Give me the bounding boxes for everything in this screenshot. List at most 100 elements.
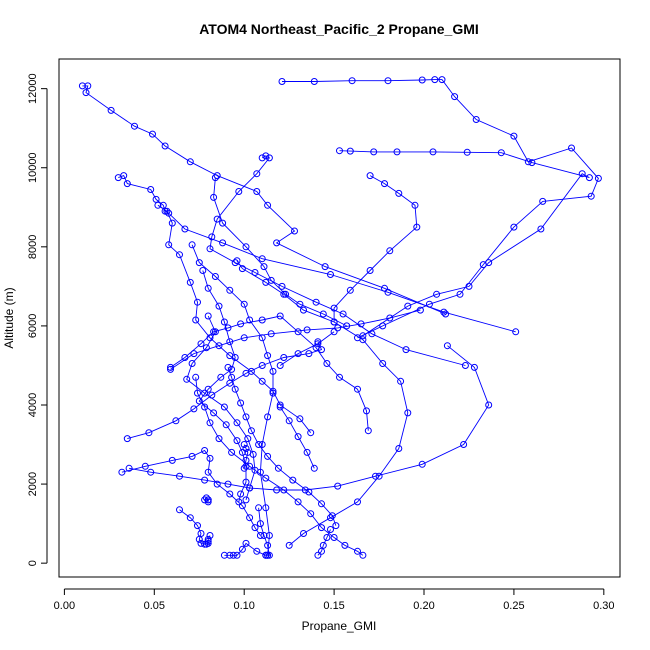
- data-point: [210, 328, 218, 336]
- data-point: [334, 324, 342, 332]
- data-point: [213, 215, 221, 223]
- data-point: [334, 482, 342, 490]
- y-tick-label: 2000: [27, 472, 39, 496]
- data-point: [258, 377, 266, 385]
- data-point: [296, 415, 304, 423]
- x-tick-label: 0.20: [413, 600, 434, 612]
- data-point: [226, 286, 234, 294]
- series-6: [336, 147, 593, 340]
- data-point: [416, 306, 424, 314]
- series-line: [333, 175, 418, 322]
- data-point: [319, 541, 327, 549]
- data-point: [197, 539, 205, 547]
- x-tick-label: 0.00: [54, 600, 75, 612]
- series-line: [198, 270, 247, 502]
- data-point: [258, 441, 266, 448]
- data-point: [440, 308, 448, 316]
- data-point: [206, 454, 214, 462]
- data-point: [339, 310, 347, 318]
- data-point: [276, 401, 284, 409]
- data-point: [204, 535, 212, 543]
- data-point: [442, 310, 450, 318]
- data-point: [384, 77, 392, 85]
- data-point: [456, 290, 464, 298]
- data-point: [395, 445, 403, 452]
- data-point: [188, 452, 196, 460]
- data-point: [167, 365, 174, 373]
- data-point: [246, 316, 254, 324]
- data-point: [512, 328, 520, 336]
- data-point: [310, 78, 318, 85]
- data-point: [262, 152, 270, 160]
- series-line: [170, 315, 369, 431]
- data-point: [300, 306, 307, 314]
- data-point: [276, 403, 284, 411]
- data-point: [465, 282, 473, 290]
- data-point: [219, 239, 227, 247]
- data-point: [264, 413, 272, 421]
- data-point: [176, 472, 183, 480]
- data-point: [425, 300, 433, 308]
- data-point: [433, 290, 441, 298]
- data-point: [204, 498, 212, 506]
- series-line: [213, 177, 347, 327]
- data-point: [363, 407, 370, 415]
- data-point: [260, 263, 268, 271]
- data-point: [238, 265, 246, 273]
- data-point: [204, 312, 212, 320]
- series-line: [282, 79, 599, 339]
- data-point: [323, 360, 331, 367]
- data-point: [411, 201, 419, 209]
- data-point: [537, 225, 545, 233]
- data-point: [539, 197, 547, 205]
- data-point: [594, 174, 602, 182]
- data-point: [354, 385, 361, 393]
- data-point: [510, 132, 518, 140]
- data-point: [176, 506, 183, 514]
- data-point: [231, 385, 239, 393]
- data-point: [145, 429, 153, 437]
- x-tick-label: 0.10: [233, 600, 254, 612]
- data-point: [233, 551, 241, 559]
- data-point: [194, 522, 201, 530]
- data-point: [206, 532, 214, 539]
- data-point: [319, 310, 327, 318]
- series-1: [78, 82, 450, 318]
- data-point: [233, 437, 241, 445]
- series-21: [220, 539, 270, 559]
- data-point: [220, 551, 228, 559]
- data-point: [470, 363, 478, 371]
- data-point: [497, 149, 505, 157]
- data-point: [370, 148, 378, 156]
- data-point: [188, 241, 196, 249]
- data-point: [274, 464, 282, 472]
- series-19: [176, 506, 214, 548]
- data-point: [201, 496, 209, 504]
- data-point: [404, 409, 412, 417]
- data-point: [472, 116, 480, 123]
- data-point: [163, 207, 171, 215]
- data-point: [379, 360, 387, 367]
- data-point: [256, 520, 264, 528]
- data-point: [190, 405, 198, 413]
- data-point: [224, 324, 232, 332]
- series-line: [279, 406, 315, 469]
- data-point: [395, 189, 403, 197]
- data-point: [269, 367, 277, 375]
- data-point: [386, 247, 394, 255]
- data-point: [192, 373, 200, 381]
- data-point: [195, 535, 203, 543]
- data-point: [244, 435, 252, 443]
- data-point: [314, 340, 322, 348]
- data-point: [402, 346, 410, 354]
- data-point: [294, 328, 302, 336]
- data-point: [242, 478, 250, 486]
- data-point: [202, 344, 210, 352]
- data-point: [222, 421, 230, 429]
- data-point: [285, 417, 293, 425]
- data-point: [215, 302, 223, 310]
- data-point: [305, 350, 313, 358]
- chart-title: ATOM4 Northeast_Pacific_2 Propane_GMI: [199, 21, 479, 37]
- data-point: [265, 154, 273, 162]
